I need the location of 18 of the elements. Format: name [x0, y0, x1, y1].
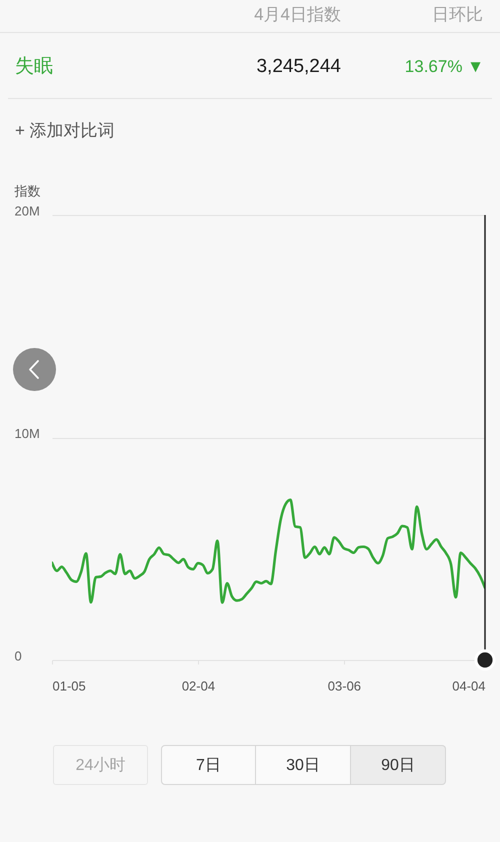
text: + 添加对比词: [15, 121, 115, 140]
y-tick-label: 20M: [14, 204, 40, 218]
y-tick-label: 10M: [14, 426, 40, 441]
x-tick-label: 02-04: [182, 678, 216, 694]
x-tick-label: 01-05: [52, 678, 86, 694]
tab-button: 30日: [256, 745, 351, 785]
text: 13.67% ▼: [404, 57, 484, 76]
text: 失眠: [15, 56, 53, 77]
tab-button: 7日: [161, 745, 256, 785]
y-axis-title: 指数: [14, 184, 40, 198]
tab-button: 90日: [351, 745, 446, 785]
text: 日环比: [432, 5, 483, 24]
x-tick-label: 03-06: [328, 678, 362, 694]
tab-button: 24小时: [53, 745, 148, 785]
y-tick-label: 0: [14, 648, 22, 664]
text: 3,245,244: [256, 56, 341, 77]
x-tick-label: 04-04: [452, 678, 486, 694]
text: 4月4日指数: [254, 5, 341, 24]
